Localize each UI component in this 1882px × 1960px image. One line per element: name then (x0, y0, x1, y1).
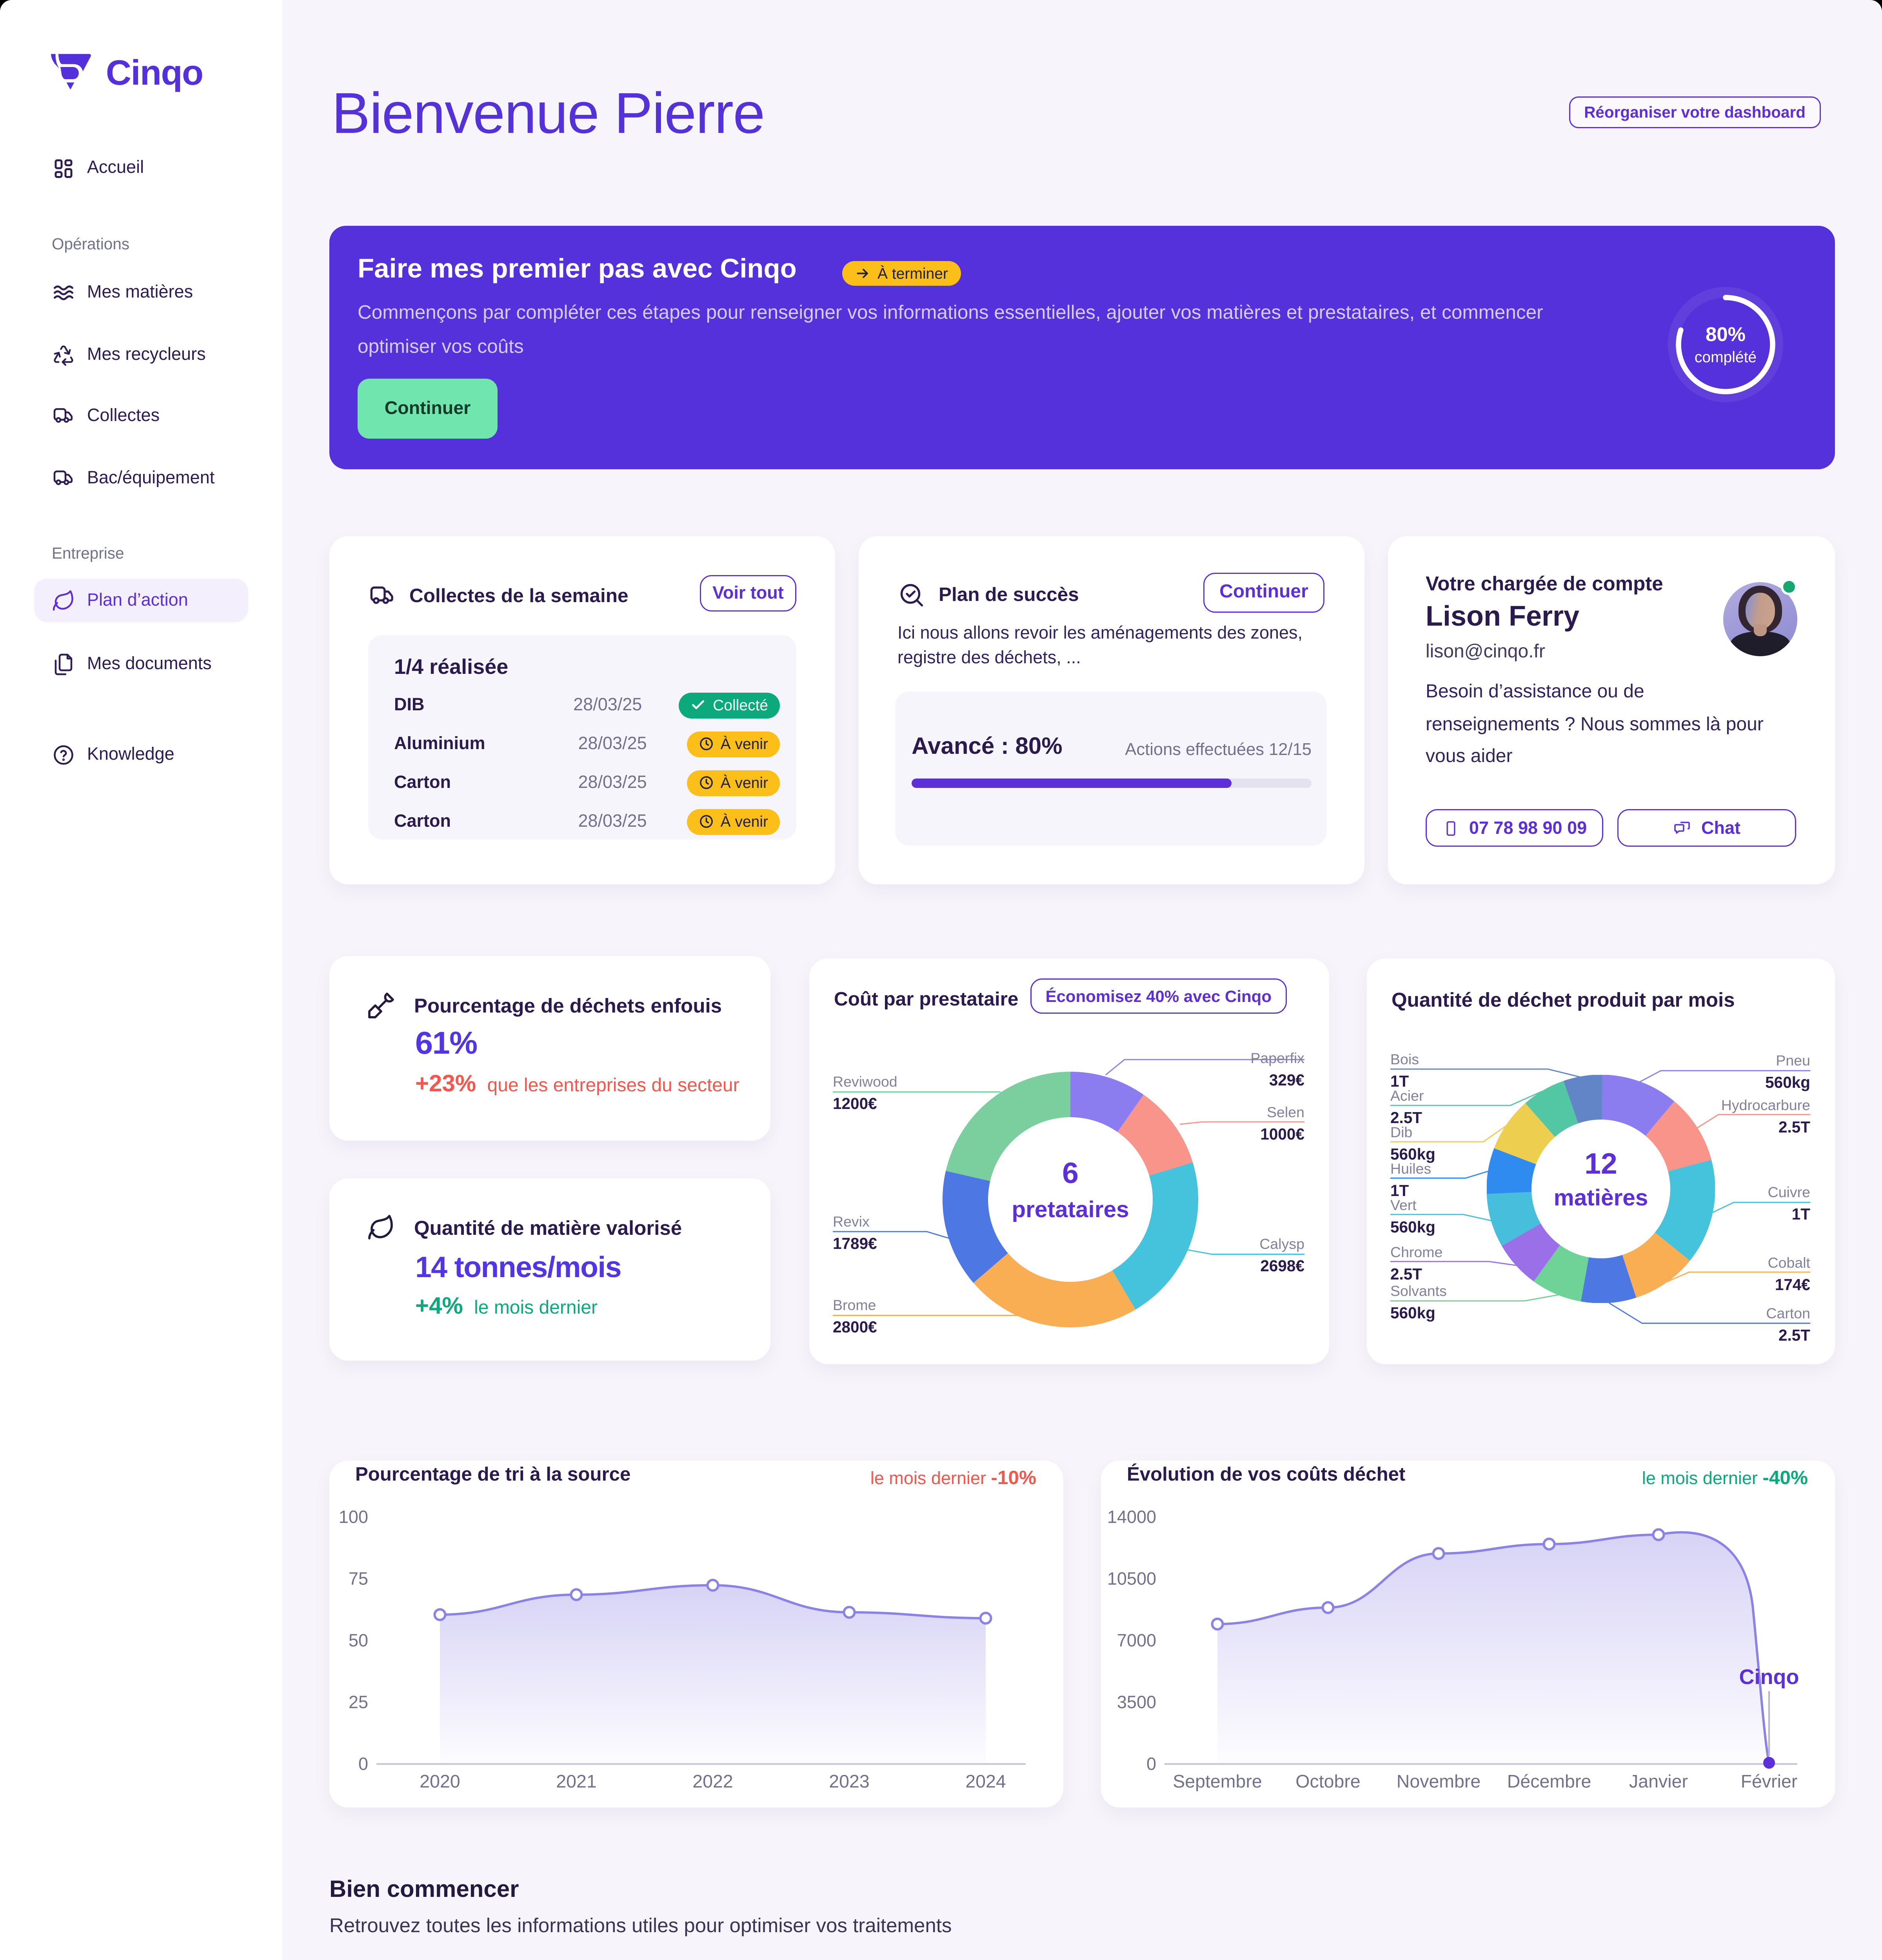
svg-text:2020: 2020 (420, 1771, 460, 1791)
svg-text:10500: 10500 (1107, 1569, 1156, 1589)
svg-text:Octobre: Octobre (1295, 1771, 1360, 1791)
svg-text:14000: 14000 (1107, 1507, 1156, 1527)
svg-text:3500: 3500 (1117, 1692, 1156, 1712)
svg-text:Février: Février (1741, 1771, 1798, 1791)
svg-text:Décembre: Décembre (1507, 1771, 1591, 1791)
svg-text:Septembre: Septembre (1173, 1771, 1262, 1791)
svg-text:2022: 2022 (692, 1771, 733, 1791)
svg-text:Novembre: Novembre (1397, 1771, 1481, 1791)
svg-text:2023: 2023 (829, 1771, 869, 1791)
svg-text:2024: 2024 (965, 1771, 1006, 1791)
svg-text:25: 25 (349, 1692, 368, 1712)
svg-text:Cinqo: Cinqo (1739, 1665, 1799, 1689)
svg-text:Janvier: Janvier (1629, 1771, 1688, 1791)
svg-text:7000: 7000 (1117, 1630, 1156, 1650)
svg-text:2021: 2021 (556, 1771, 596, 1791)
svg-text:0: 0 (358, 1754, 368, 1774)
svg-text:0: 0 (1146, 1754, 1156, 1774)
svg-text:100: 100 (339, 1507, 368, 1527)
svg-text:50: 50 (349, 1630, 368, 1650)
svg-text:75: 75 (349, 1569, 368, 1589)
